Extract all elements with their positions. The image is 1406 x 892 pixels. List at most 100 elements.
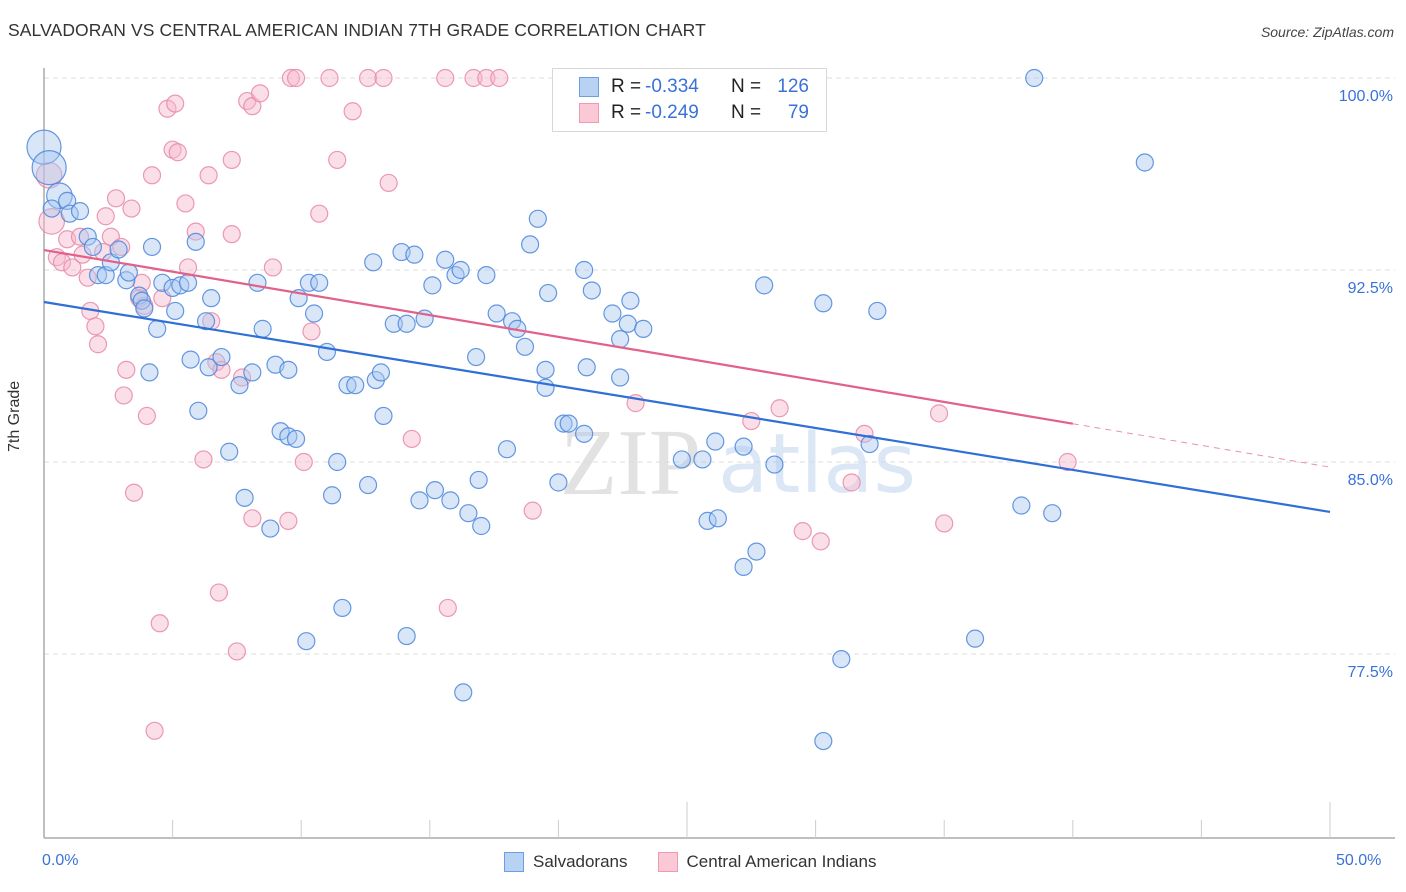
data-point-central-american-indians — [811, 532, 830, 551]
data-point-central-american-indians — [374, 68, 393, 88]
data-point-salvadorans — [358, 475, 378, 495]
data-point-central-american-indians — [124, 483, 144, 502]
data-point-salvadorans — [860, 434, 879, 454]
data-point-salvadorans — [814, 294, 833, 313]
data-point-salvadorans — [734, 437, 753, 456]
data-point-salvadorans — [181, 350, 200, 369]
data-point-salvadorans — [634, 319, 653, 338]
data-point-central-american-indians — [436, 68, 455, 88]
r-value: -0.249 — [645, 102, 699, 123]
n-value: 79 — [787, 102, 809, 123]
data-point-central-american-indians — [88, 335, 108, 354]
data-point-salvadorans — [755, 276, 774, 295]
data-point-salvadorans — [672, 450, 691, 469]
y-axis-label: 7th Grade — [6, 380, 23, 452]
data-point-salvadorans — [333, 598, 352, 618]
data-point-salvadorans — [436, 250, 455, 269]
y-tick-label: 77.5% — [1347, 664, 1393, 681]
data-point-central-american-indians — [793, 522, 812, 541]
data-point-central-american-indians — [78, 268, 97, 287]
data-point-salvadorans — [536, 360, 555, 379]
data-point-salvadorans — [577, 358, 596, 377]
data-point-salvadorans — [734, 557, 753, 577]
source-label: Source: ZipAtlas.com — [1260, 24, 1394, 40]
data-point-central-american-indians — [250, 84, 270, 103]
trend-line-central-american-indians — [43, 248, 1073, 425]
stats-row-salvadorans: R = -0.334 N = 126 — [579, 75, 809, 99]
data-point-salvadorans — [279, 360, 298, 379]
y-tick-label: 100.0% — [1338, 88, 1393, 105]
watermark: ZIP atlas — [560, 411, 916, 515]
stats-legend: R = -0.334 N = 126 R = -0.249 N = 79 — [552, 68, 827, 132]
data-point-salvadorans — [423, 276, 442, 295]
data-point-salvadorans — [814, 731, 833, 751]
legend-label: Central American Indians — [686, 852, 877, 871]
data-point-salvadorans — [549, 473, 568, 492]
n-value: 126 — [777, 76, 809, 97]
data-point-salvadorans — [202, 289, 221, 308]
data-point-salvadorans — [199, 358, 218, 377]
data-point-salvadorans — [706, 432, 725, 451]
data-point-salvadorans — [515, 337, 535, 356]
data-point-salvadorans — [88, 266, 108, 285]
data-point-central-american-indians — [86, 317, 105, 336]
trend-lines — [43, 248, 1331, 514]
data-point-central-american-indians — [145, 721, 164, 740]
data-point-central-american-indians — [227, 642, 246, 661]
data-point-salvadorans — [454, 683, 473, 702]
data-point-central-american-indians — [63, 258, 82, 277]
data-point-salvadorans — [140, 363, 159, 382]
data-point-salvadorans — [253, 319, 272, 338]
watermark-zip: ZIP — [560, 411, 701, 515]
data-point-salvadorans — [346, 376, 365, 395]
data-point-central-american-indians — [168, 143, 187, 162]
data-point-salvadorans — [618, 314, 637, 333]
data-point-salvadorans — [31, 150, 67, 186]
r-label: R = — [611, 76, 642, 97]
data-point-central-american-indians — [294, 452, 313, 472]
data-point-central-american-indians — [286, 68, 306, 88]
data-point-salvadorans — [575, 260, 594, 280]
data-point-salvadorans — [297, 632, 316, 651]
trend-line-central-american-indians-extrapolated — [1072, 423, 1331, 468]
data-point-central-american-indians — [742, 411, 761, 431]
legend-item-salvadorans[interactable]: Salvadorans — [504, 852, 628, 872]
data-point-central-american-indians — [163, 140, 182, 159]
data-point-salvadorans — [338, 376, 357, 395]
legend-item-central-american-indians[interactable]: Central American Indians — [657, 852, 877, 872]
data-point-salvadorans — [119, 263, 138, 282]
data-point-central-american-indians — [142, 166, 162, 185]
series-salvadorans — [26, 68, 1154, 751]
series-central-american-indians — [35, 68, 1077, 740]
data-point-salvadorans — [459, 504, 478, 523]
data-point-salvadorans — [153, 273, 172, 292]
data-point-central-american-indians — [279, 511, 298, 530]
data-point-salvadorans — [322, 486, 342, 505]
data-point-salvadorans — [559, 414, 578, 433]
data-point-salvadorans — [1012, 496, 1031, 515]
data-point-salvadorans — [477, 266, 496, 285]
y-tick-label: 92.5% — [1347, 280, 1393, 297]
data-point-central-american-indians — [243, 509, 262, 528]
data-point-salvadorans — [212, 347, 231, 367]
data-point-central-american-indians — [117, 360, 136, 379]
watermark-atlas: atlas — [718, 417, 916, 512]
data-point-salvadorans — [42, 199, 61, 218]
data-point-central-american-indians — [114, 386, 133, 405]
data-point-salvadorans — [693, 450, 712, 469]
data-point-central-american-indians — [122, 199, 141, 218]
data-point-salvadorans — [521, 235, 540, 254]
data-point-salvadorans — [539, 283, 558, 303]
data-point-salvadorans — [60, 204, 79, 223]
data-point-central-american-indians — [770, 399, 789, 418]
trend-line-salvadorans — [43, 300, 1331, 514]
data-point-salvadorans — [70, 202, 90, 221]
chart-title: SALVADORAN VS CENTRAL AMERICAN INDIAN 7T… — [8, 20, 706, 40]
data-point-salvadorans — [621, 291, 640, 310]
data-point-central-american-indians — [343, 102, 362, 121]
data-point-salvadorans — [310, 273, 329, 292]
data-point-salvadorans — [83, 237, 102, 257]
data-point-central-american-indians — [302, 322, 321, 341]
data-point-salvadorans — [261, 519, 280, 538]
